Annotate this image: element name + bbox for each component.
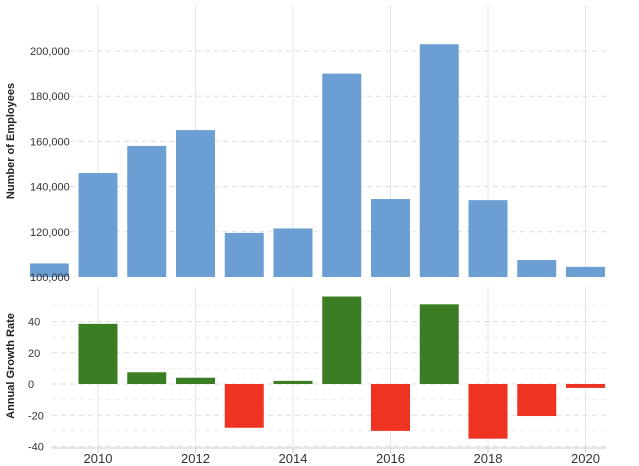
y-tick-label-top: 140,000 [30,182,70,194]
growth-rate-bar [322,296,362,384]
employees-bar [468,200,508,277]
employees-bar [371,199,410,277]
growth-rate-bar [176,377,215,384]
employees-bar [566,266,605,277]
y-tick-label-bottom: -20 [28,410,44,422]
growth-rate-bar [127,372,167,384]
x-tick-label: 2016 [376,451,405,466]
growth-rate-bar [78,323,118,384]
employees-bar [127,145,167,277]
employees-bar [30,263,69,277]
employees-bar [224,232,264,277]
y-tick-label-bottom: -40 [28,442,44,454]
employees-bar [419,44,459,277]
y-tick-label-top: 100,000 [30,272,70,284]
x-tick-label: 2010 [84,451,113,466]
y-axis-title-bottom: Annual Growth Rate [5,313,17,419]
y-tick-label-top: 120,000 [30,227,70,239]
y-axis-title-top: Number of Employees [5,83,17,199]
growth-rate-bar [224,384,264,428]
growth-rate-bar [468,384,508,439]
growth-rate-bar [371,384,410,431]
y-tick-label-top: 160,000 [30,136,70,148]
employees-bar [517,260,557,277]
x-tick-label: 2014 [279,451,308,466]
growth-rate-bar [273,380,313,384]
employees-bar [273,228,313,277]
y-tick-label-top: 200,000 [30,46,70,58]
x-tick-label: 2020 [571,451,600,466]
x-tick-label: 2018 [474,451,503,466]
employees-bar [78,173,118,277]
growth-rate-bar [517,384,557,417]
y-tick-label-bottom: 20 [28,348,40,360]
growth-rate-bar [566,384,605,388]
x-tick-label: 2012 [181,451,210,466]
y-tick-label-bottom: 40 [28,317,40,329]
employees-bar [176,130,215,277]
growth-rate-bar [419,304,459,384]
employees-bar [322,73,362,277]
y-tick-label-top: 180,000 [30,91,70,103]
y-tick-label-bottom: 0 [28,379,34,391]
